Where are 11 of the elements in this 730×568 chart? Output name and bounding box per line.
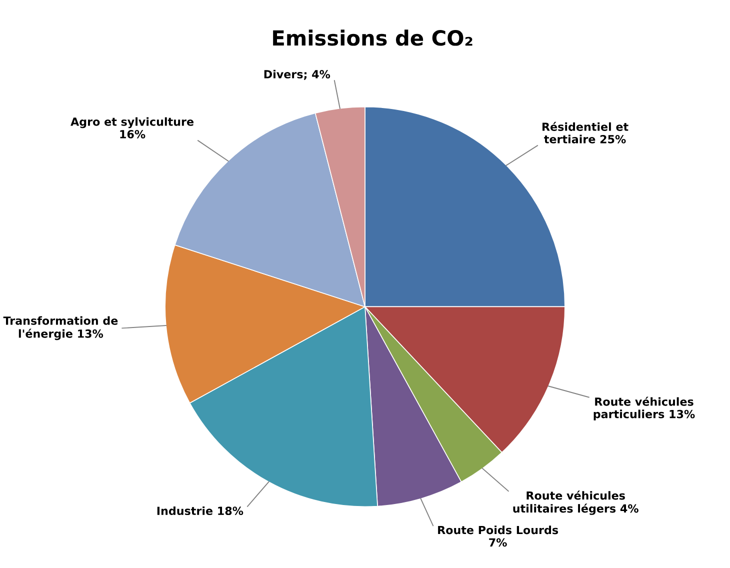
slice-label: Industrie 18% — [157, 506, 244, 516]
chart-title: Emissions de CO₂ — [273, 30, 472, 46]
slice-label: Route véhicules particuliers 13% — [594, 396, 695, 420]
slice-label: Divers; 4% — [264, 70, 330, 80]
data-label: 7% — [489, 538, 507, 547]
slice-label: Agro et sylviculture — [70, 117, 194, 128]
slice-label: Route Poids Lourds — [438, 526, 558, 534]
slice-label: Transformation de l'énergie 13% — [3, 316, 118, 340]
slice-label: Résidentiel et tertiaire 25% — [542, 122, 628, 144]
slice-label: Route véhicules utilitaires légers 4% — [513, 490, 638, 515]
data-label: 16% — [120, 130, 146, 138]
